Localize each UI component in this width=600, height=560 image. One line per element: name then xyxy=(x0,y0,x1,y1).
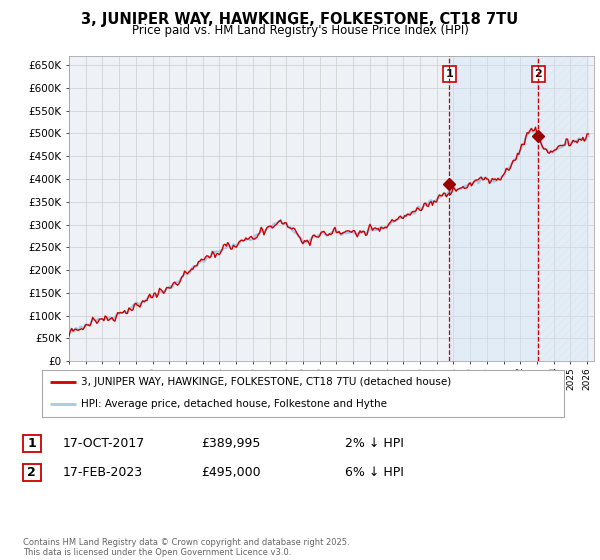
Text: 3, JUNIPER WAY, HAWKINGE, FOLKESTONE, CT18 7TU (detached house): 3, JUNIPER WAY, HAWKINGE, FOLKESTONE, CT… xyxy=(81,377,451,388)
Bar xyxy=(449,56,538,361)
Text: Contains HM Land Registry data © Crown copyright and database right 2025.
This d: Contains HM Land Registry data © Crown c… xyxy=(23,538,349,557)
Text: £495,000: £495,000 xyxy=(201,466,260,479)
Text: £389,995: £389,995 xyxy=(201,437,260,450)
Text: 2% ↓ HPI: 2% ↓ HPI xyxy=(345,437,404,450)
Text: Price paid vs. HM Land Registry's House Price Index (HPI): Price paid vs. HM Land Registry's House … xyxy=(131,24,469,38)
Text: 2: 2 xyxy=(535,69,542,79)
Text: 1: 1 xyxy=(445,69,453,79)
Text: 17-FEB-2023: 17-FEB-2023 xyxy=(63,466,143,479)
Text: 17-OCT-2017: 17-OCT-2017 xyxy=(63,437,145,450)
Text: 1: 1 xyxy=(28,437,36,450)
Text: 3, JUNIPER WAY, HAWKINGE, FOLKESTONE, CT18 7TU: 3, JUNIPER WAY, HAWKINGE, FOLKESTONE, CT… xyxy=(82,12,518,27)
Bar xyxy=(538,56,589,361)
Text: 6% ↓ HPI: 6% ↓ HPI xyxy=(345,466,404,479)
Text: 2: 2 xyxy=(28,466,36,479)
Text: HPI: Average price, detached house, Folkestone and Hythe: HPI: Average price, detached house, Folk… xyxy=(81,399,387,409)
